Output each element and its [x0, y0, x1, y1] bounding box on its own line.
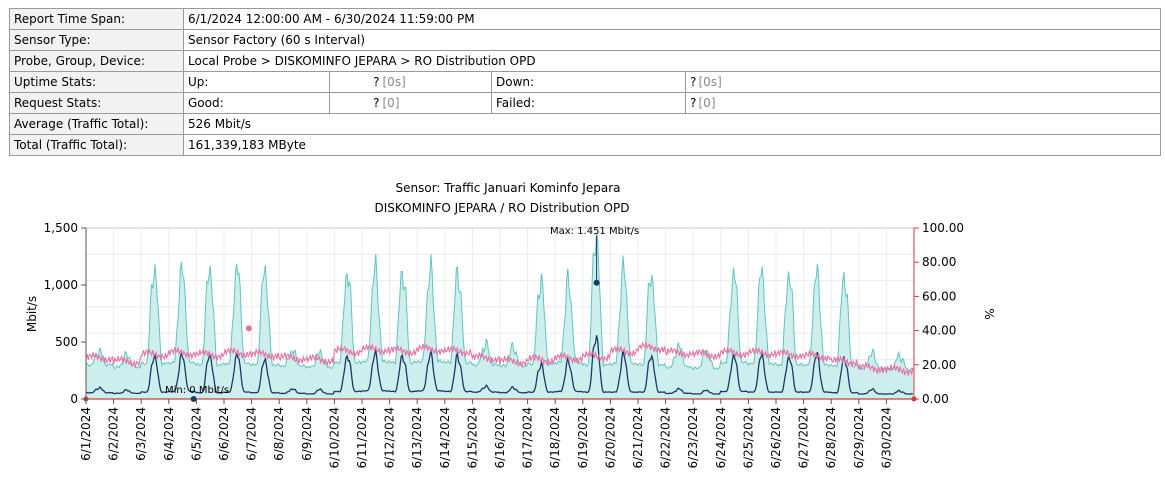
- y2-axis-label: %: [982, 308, 996, 319]
- total-line: [85, 232, 914, 372]
- uptime-label: Uptime Stats:: [9, 71, 184, 93]
- probe-value: Local Probe > DISKOMINFO JEPARA > RO Dis…: [183, 50, 1161, 72]
- plot-area: 0 500 1,000 1,500 0.00 20.00 40.00 60.00 80.00 10…: [44, 221, 964, 469]
- x-tick-label: 6/7/2024: [245, 407, 259, 461]
- x-tick-label: 6/21/2024: [631, 407, 645, 469]
- average-label: Average (Traffic Total):: [9, 113, 184, 135]
- x-tick-label: 6/2/2024: [107, 407, 121, 461]
- up-label: Up:: [183, 71, 330, 93]
- max-marker: [593, 279, 600, 286]
- y2-tick-label: 80.00: [922, 255, 956, 269]
- row-sensor-type: Sensor Type: Sensor Factory (60 s Interv…: [9, 29, 1161, 51]
- time-span-label: Report Time Span:: [9, 8, 184, 30]
- row-uptime: Uptime Stats: Up: ? [0s] Down: ? [0s]: [9, 71, 1161, 93]
- x-tick-label: 6/9/2024: [300, 407, 314, 461]
- row-request: Request Stats: Good: ? [0] Failed: ? [0]: [9, 92, 1161, 114]
- x-tick-label: 6/8/2024: [272, 407, 286, 461]
- y-tick-label: 1,500: [44, 221, 78, 235]
- row-total: Total (Traffic Total): 161,339,183 MByte: [9, 134, 1161, 156]
- up-value: ?: [329, 71, 382, 93]
- average-value: 526 Mbit/s: [183, 113, 1161, 135]
- x-tick-label: 6/14/2024: [438, 407, 452, 469]
- y2-tick-label: 100.00: [922, 221, 964, 235]
- good-value: ?: [329, 92, 382, 114]
- x-tick-label: 6/11/2024: [355, 407, 369, 469]
- y2-tick-label: 20.00: [922, 358, 956, 372]
- max-annotation-label: Max: 1.451 Mbit/s: [550, 226, 639, 237]
- x-tick-label: 6/5/2024: [189, 407, 203, 461]
- y-axis-label: Mbit/s: [25, 296, 39, 332]
- failed-value: ?: [685, 92, 698, 114]
- total-value: 161,339,183 MByte: [183, 134, 1161, 156]
- x-tick-label: 6/28/2024: [824, 407, 838, 469]
- x-tick-label: 6/30/2024: [879, 407, 893, 469]
- down-time: [0s]: [697, 71, 1161, 93]
- x-tick-label: 6/13/2024: [410, 407, 424, 469]
- request-label: Request Stats:: [9, 92, 184, 114]
- row-average: Average (Traffic Total): 526 Mbit/s: [9, 113, 1161, 135]
- x-tick-label: 6/26/2024: [769, 407, 783, 469]
- x-tick-label: 6/18/2024: [548, 407, 562, 469]
- up-time: [0s]: [381, 71, 492, 93]
- percent-line: [85, 340, 914, 376]
- down-label: Down:: [491, 71, 686, 93]
- x-tick-label: 6/29/2024: [852, 407, 866, 469]
- time-span-value: 6/1/2024 12:00:00 AM - 6/30/2024 11:59:0…: [183, 8, 1161, 30]
- min-marker: [190, 396, 197, 402]
- x-tick-label: 6/25/2024: [741, 407, 755, 469]
- y2-tick-label: 40.00: [922, 324, 956, 338]
- sensor-type-label: Sensor Type:: [9, 29, 184, 51]
- chart-subtitle: DISKOMINFO JEPARA / RO Distribution OPD: [375, 201, 630, 215]
- x-tick-label: 6/22/2024: [659, 407, 673, 469]
- traffic-chart: Sensor: Traffic Januari Kominfo Jepara D…: [25, 181, 996, 469]
- x-tick-label: 6/24/2024: [714, 407, 728, 469]
- x-tick-label: 6/20/2024: [603, 407, 617, 469]
- probe-label: Probe, Group, Device:: [9, 50, 184, 72]
- down-value: ?: [685, 71, 698, 93]
- y2-tick-label: 0.00: [922, 392, 949, 406]
- x-tick-label: 6/1/2024: [79, 407, 93, 461]
- min-annotation-label: Min: 0 Mbit/s: [165, 385, 229, 396]
- x-tick-label: 6/12/2024: [383, 407, 397, 469]
- x-tick-label: 6/15/2024: [465, 407, 479, 469]
- failed-count: [0]: [697, 92, 1161, 114]
- x-tick-label: 6/23/2024: [686, 407, 700, 469]
- x-tick-label: 6/10/2024: [327, 407, 341, 469]
- x-tick-label: 6/16/2024: [493, 407, 507, 469]
- x-tick-label: 6/6/2024: [217, 407, 231, 461]
- report-stats-table: Report Time Span: 6/1/2024 12:00:00 AM -…: [9, 8, 1161, 156]
- y2-tick-label: 60.00: [922, 289, 956, 303]
- x-tick-label: 6/17/2024: [521, 407, 535, 469]
- sensor-type-value: Sensor Factory (60 s Interval): [183, 29, 1161, 51]
- chart-title: Sensor: Traffic Januari Kominfo Jepara: [396, 181, 621, 195]
- total-label: Total (Traffic Total):: [9, 134, 184, 156]
- y-tick-label: 500: [55, 335, 78, 349]
- y-tick-label: 0: [70, 392, 78, 406]
- good-count: [0]: [381, 92, 492, 114]
- x-tick-label: 6/27/2024: [797, 407, 811, 469]
- row-probe: Probe, Group, Device: Local Probe > DISK…: [9, 50, 1161, 72]
- row-time-span: Report Time Span: 6/1/2024 12:00:00 AM -…: [9, 8, 1161, 30]
- failed-label: Failed:: [491, 92, 686, 114]
- good-label: Good:: [183, 92, 330, 114]
- percent-marker: [245, 325, 252, 332]
- x-tick-label: 6/19/2024: [576, 407, 590, 469]
- volume-line: [85, 335, 913, 395]
- y-tick-label: 1,000: [44, 278, 78, 292]
- x-tick-label: 6/4/2024: [162, 407, 176, 461]
- x-tick-label: 6/3/2024: [134, 407, 148, 461]
